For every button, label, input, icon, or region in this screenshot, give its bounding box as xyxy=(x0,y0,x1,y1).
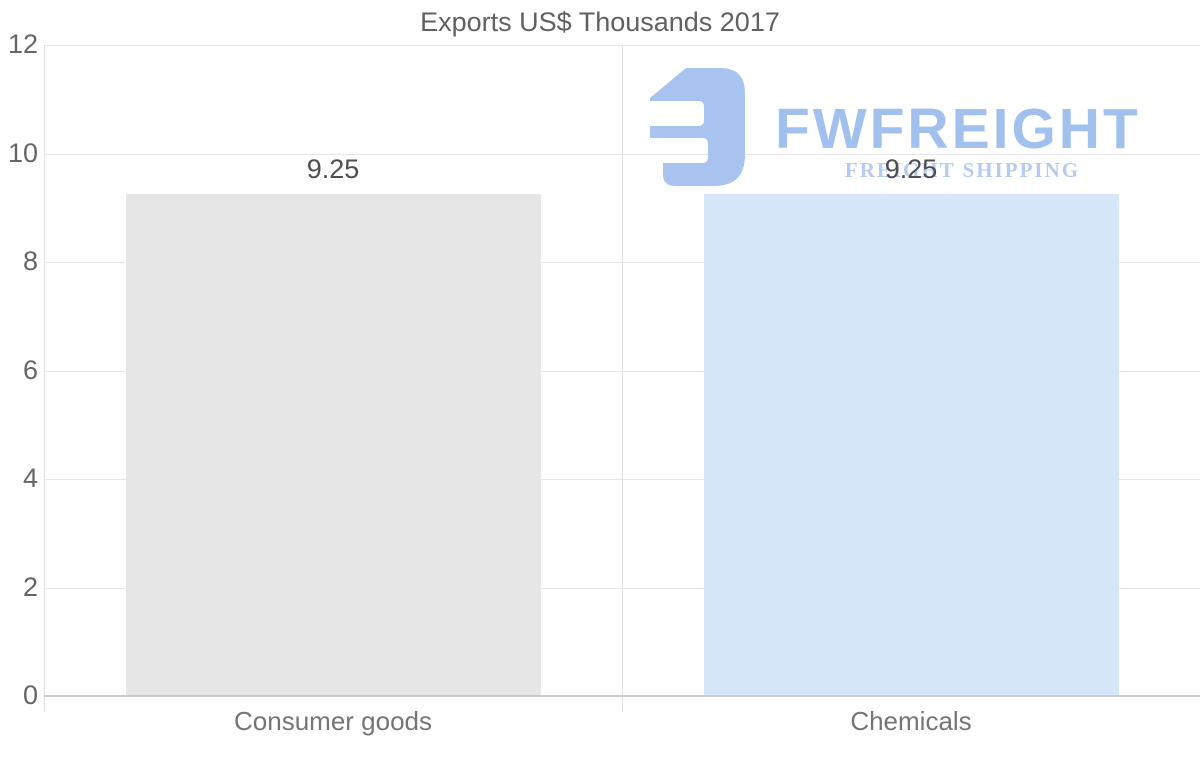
bar-chemicals xyxy=(704,194,1119,696)
y-tick-label: 12 xyxy=(7,29,38,59)
data-label-chemicals: 9.25 xyxy=(884,154,938,184)
y-tick-label: 4 xyxy=(22,463,38,493)
chart-title: Exports US$ Thousands 2017 xyxy=(420,7,780,37)
y-tick-label: 8 xyxy=(22,246,38,276)
bar-consumer-goods xyxy=(126,194,541,696)
y-tick-label: 0 xyxy=(22,680,38,710)
x-axis-line xyxy=(44,695,1200,697)
y-axis-line xyxy=(44,45,45,712)
y-tick-label: 6 xyxy=(22,355,38,385)
category-label-chemicals: Chemicals xyxy=(850,706,972,736)
data-label-consumer-goods: 9.25 xyxy=(306,154,360,184)
watermark-logo: FWFREIGHT FREIGHT SHIPPING xyxy=(650,68,1150,188)
watermark-wordmark: FWFREIGHT xyxy=(775,97,1141,161)
category-label-consumer-goods: Consumer goods xyxy=(234,706,432,736)
y-tick-label: 10 xyxy=(7,138,38,168)
category-divider-line xyxy=(622,45,623,712)
fwfreight-logo-icon xyxy=(650,68,745,186)
y-tick-label: 2 xyxy=(22,572,38,602)
watermark-subtitle: FREIGHT SHIPPING xyxy=(844,158,1081,182)
